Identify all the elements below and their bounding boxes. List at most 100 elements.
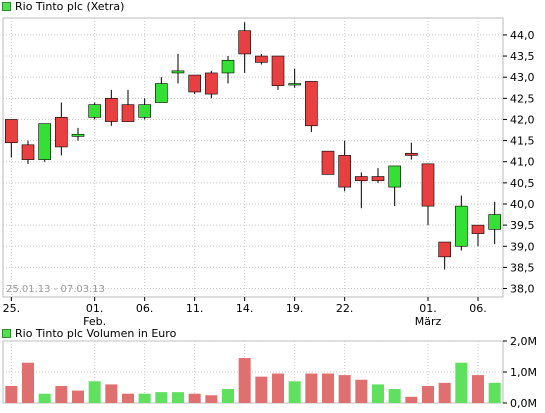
volume-bar [88, 381, 101, 403]
legend-swatch [2, 329, 11, 338]
volume-bar [472, 375, 484, 403]
candle-body [405, 152, 418, 156]
price-y-tick-label: 42,0 [510, 113, 535, 126]
volume-bars [5, 358, 501, 403]
price-x-tick-label: 25. [3, 302, 21, 315]
volume-bar [5, 385, 18, 403]
price-y-tick-label: 38,5 [510, 261, 535, 274]
candle-body [271, 55, 285, 86]
price-x-tick-label: 01. [419, 302, 437, 315]
price-x-tick-sublabel: Feb. [83, 315, 106, 325]
candle-body [438, 241, 451, 258]
price-y-tick-label: 39,0 [510, 240, 535, 253]
volume-bar [122, 393, 134, 403]
price-x-tick-label: 06. [136, 302, 154, 315]
volume-bar [272, 373, 284, 403]
volume-y-axis: 2,0M 1,0M 0,0M [503, 335, 537, 410]
candle-body [371, 176, 385, 182]
candle-body [255, 55, 268, 63]
volume-bar [138, 393, 151, 403]
candle-body [55, 117, 68, 148]
price-chart: 44,0 43,5 43,0 42,5 42,0 41,5 41,0 40,5 40,0 39,5… [2, 17, 535, 325]
price-chart-title: Rio Tinto plc (Xetra) [15, 0, 125, 13]
price-y-axis: 44,0 43,5 43,0 42,5 42,0 41,5 41,0 40,5 40,0 39,5… [503, 29, 535, 296]
candle-body [421, 163, 435, 207]
candle-body [105, 98, 118, 122]
volume-bar [188, 393, 201, 403]
price-y-tick-label: 42,5 [510, 92, 535, 105]
price-x-tick-sublabel: März [415, 315, 442, 325]
volume-bar [38, 393, 51, 403]
volume-legend: Rio Tinto plc Volumen in Euro [2, 327, 176, 340]
volume-bar [222, 389, 234, 403]
volume-y-tick-label: 0,0M [510, 397, 537, 410]
price-y-tick-label: 39,5 [510, 219, 535, 232]
candle-body [38, 123, 51, 160]
price-y-tick-label: 40,5 [510, 177, 535, 190]
candle-body [321, 150, 335, 175]
volume-bar [422, 385, 434, 403]
candle-body [205, 72, 218, 95]
candle-body [488, 214, 501, 230]
volume-bar [255, 376, 268, 403]
price-y-tick-label: 38,0 [510, 283, 535, 296]
price-x-tick-label: 22. [336, 302, 354, 315]
volume-bar [322, 373, 334, 403]
price-y-tick-label: 41,0 [510, 156, 535, 169]
price-y-tick-label: 43,0 [510, 71, 535, 84]
volume-bar [172, 392, 184, 403]
volume-bar [438, 382, 451, 403]
candle-body [155, 83, 168, 103]
price-x-tick-label: 06. [469, 302, 487, 315]
price-x-tick-label: 01. [86, 302, 104, 315]
volume-bar [105, 384, 118, 403]
price-y-tick-label: 40,0 [510, 198, 535, 211]
candle-body [305, 81, 318, 127]
volume-chart: 2,0M 1,0M 0,0M [2, 335, 537, 410]
candle-body [388, 165, 401, 188]
date-range-label: 25.01.13 - 07.03.13 [6, 284, 105, 295]
candle-body [88, 104, 101, 118]
volume-bar [405, 396, 418, 403]
candle-body [355, 176, 368, 182]
candle-body [471, 224, 485, 234]
volume-bar [205, 395, 218, 403]
price-y-tick-label: 44,0 [510, 29, 535, 42]
volume-bar [372, 384, 384, 403]
volume-y-tick-label: 2,0M [510, 335, 537, 348]
volume-bar [388, 389, 401, 403]
volume-bar [488, 382, 501, 403]
candle-body [221, 59, 235, 74]
candle-body [71, 133, 85, 137]
volume-bar [355, 379, 368, 403]
volume-y-tick-label: 1,0M [510, 366, 537, 379]
candle-body [5, 119, 18, 144]
candle-body [338, 155, 351, 188]
price-plot-frame [2, 17, 504, 298]
price-x-tick-label: 14. [236, 302, 254, 315]
candle-body [121, 104, 135, 122]
volume-bar [305, 373, 318, 403]
candle-body [238, 30, 251, 55]
volume-bar [22, 362, 34, 403]
price-x-tick-label: 19. [286, 302, 304, 315]
volume-bar [72, 390, 84, 403]
volume-bar [338, 375, 351, 403]
volume-bar [238, 358, 251, 403]
volume-bar [155, 392, 168, 403]
price-y-tick-label: 41,5 [510, 135, 535, 148]
candle-body [138, 104, 151, 118]
price-grid [2, 17, 504, 298]
candle-body [21, 144, 35, 160]
volume-bar [288, 381, 301, 403]
price-candles [5, 22, 501, 270]
volume-bar [55, 385, 68, 403]
legend-swatch [2, 2, 11, 11]
candle-body [455, 205, 468, 247]
candle-body [188, 74, 201, 93]
volume-chart-title: Rio Tinto plc Volumen in Euro [15, 327, 177, 340]
volume-bar [455, 362, 468, 403]
price-legend: Rio Tinto plc (Xetra) [2, 0, 124, 13]
price-x-tick-label: 11. [186, 302, 204, 315]
